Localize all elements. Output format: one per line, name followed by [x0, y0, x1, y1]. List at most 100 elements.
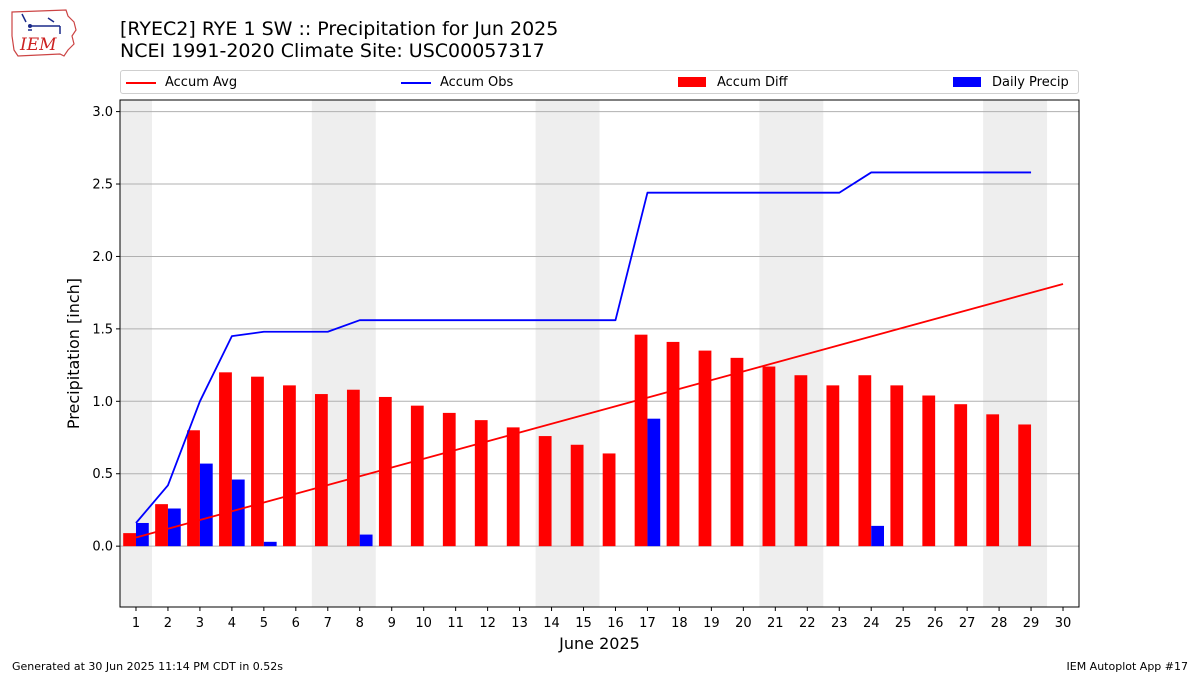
legend-label-accum-avg: Accum Avg — [165, 75, 238, 90]
accum-diff-bar — [346, 389, 360, 547]
y-tick-label: 1.5 — [92, 322, 113, 337]
x-tick-label: 16 — [607, 616, 624, 631]
x-tick-label: 30 — [1055, 616, 1072, 631]
accum-diff-bar — [698, 350, 712, 547]
axis-layer: 0.00.51.01.52.02.53.01 2 3 4 5 6 7 8 9 10 11 12 13 14… — [92, 105, 1071, 631]
accum-diff-bar — [826, 385, 840, 547]
legend-label-accum-diff: Accum Diff — [717, 75, 788, 90]
x-tick-label: 20 — [735, 616, 752, 631]
accum-diff-bar — [922, 395, 936, 547]
bar-layer — [123, 334, 1032, 547]
accum-diff-bar — [570, 444, 584, 547]
x-tick-label: 28 — [991, 616, 1008, 631]
x-tick-label: 9 — [388, 616, 396, 631]
accum-diff-bar — [314, 394, 328, 547]
daily-precip-bar — [199, 463, 213, 547]
x-tick-label: 10 — [415, 616, 432, 631]
x-tick-label: 1 — [132, 616, 140, 631]
accum-diff-bar — [219, 372, 232, 547]
x-tick-label: 12 — [479, 616, 496, 631]
x-tick-label: 21 — [767, 616, 784, 631]
y-tick-label: 2.5 — [92, 178, 113, 193]
accum-diff-bar — [538, 436, 552, 547]
legend-swatch-daily-precip — [953, 77, 981, 87]
x-tick-label: 22 — [799, 616, 816, 631]
y-tick-label: 0.5 — [92, 467, 113, 482]
logo-text: IEM — [19, 35, 57, 55]
daily-precip-bar — [231, 479, 245, 547]
legend-swatch-accum-diff — [678, 77, 706, 87]
accum-diff-bar — [378, 396, 392, 547]
grid-layer — [120, 111, 1079, 547]
daily-precip-bar — [263, 541, 277, 547]
x-tick-label: 26 — [927, 616, 944, 631]
accum-diff-bar — [730, 357, 744, 547]
x-tick-label: 11 — [447, 616, 464, 631]
accum-diff-bar — [794, 375, 808, 547]
accum-diff-bar — [890, 385, 904, 547]
accum-diff-bar — [251, 376, 264, 547]
x-tick-label: 19 — [703, 616, 720, 631]
legend-swatch-accum-avg — [126, 82, 156, 84]
daily-precip-bar — [871, 525, 885, 547]
x-tick-label: 2 — [164, 616, 172, 631]
legend-swatch-accum-obs — [401, 82, 431, 84]
x-tick-label: 6 — [292, 616, 300, 631]
daily-precip-bar — [647, 418, 661, 547]
accum-diff-bar — [187, 430, 200, 547]
x-tick-label: 23 — [831, 616, 848, 631]
x-tick-label: 27 — [959, 616, 976, 631]
x-tick-label: 18 — [671, 616, 688, 631]
legend-label-accum-obs: Accum Obs — [440, 75, 514, 90]
weekend-shade — [759, 100, 824, 607]
daily-precip-bar — [167, 508, 181, 547]
accum-diff-bar — [474, 420, 488, 547]
weekend-shading-layer — [120, 100, 1048, 607]
accum-diff-bar — [666, 341, 680, 547]
x-tick-label: 29 — [1023, 616, 1040, 631]
accum-diff-bar — [283, 385, 296, 547]
plot-frame — [119, 99, 1080, 608]
footer-generated-text: Generated at 30 Jun 2025 11:14 PM CDT in… — [12, 660, 284, 673]
x-tick-label: 15 — [575, 616, 592, 631]
x-tick-label: 4 — [228, 616, 236, 631]
x-tick-label: 13 — [511, 616, 528, 631]
accum-diff-bar — [986, 414, 1000, 547]
accum-diff-bar — [123, 533, 136, 547]
accum-diff-bar — [762, 366, 776, 547]
logo-dot — [28, 24, 32, 28]
footer-app-text: IEM Autoplot App #17 — [1066, 660, 1189, 673]
daily-precip-bar — [135, 522, 149, 547]
logo-state-outline — [11, 9, 77, 57]
accum-obs-line — [135, 171, 1032, 524]
chart-title: [RYEC2] RYE 1 SW :: Precipitation for Ju… — [120, 18, 559, 40]
weekend-shade — [120, 100, 152, 607]
y-axis-label: Precipitation [inch] — [64, 278, 83, 429]
chart-subtitle: NCEI 1991-2020 Climate Site: USC00057317 — [120, 40, 545, 62]
y-tick-label: 1.0 — [92, 395, 113, 410]
accum-diff-bar — [410, 405, 424, 547]
chart-title-block: [RYEC2] RYE 1 SW :: Precipitation for Ju… — [120, 18, 558, 62]
x-tick-label: 7 — [324, 616, 332, 631]
accum-diff-bar — [858, 375, 872, 547]
x-tick-label: 24 — [863, 616, 880, 631]
x-tick-label: 14 — [543, 616, 560, 631]
x-tick-label: 8 — [356, 616, 364, 631]
accum-diff-bar — [634, 334, 648, 547]
accum-diff-bar — [506, 427, 520, 547]
x-tick-label: 17 — [639, 616, 656, 631]
daily-precip-bar — [359, 534, 373, 547]
accum-avg-line — [135, 283, 1064, 539]
weekend-shade — [535, 100, 600, 607]
weekend-shade — [311, 100, 376, 607]
x-axis-label: June 2025 — [558, 634, 640, 653]
iem-logo: IEM — [11, 9, 77, 57]
y-tick-label: 2.0 — [92, 250, 113, 265]
legend-label-daily-precip: Daily Precip — [992, 75, 1069, 90]
x-tick-label: 5 — [260, 616, 268, 631]
y-tick-label: 3.0 — [92, 105, 113, 120]
y-tick-label: 0.0 — [92, 540, 113, 555]
chart-legend: Accum Avg Accum Obs Accum Diff Daily Pre… — [120, 70, 1079, 94]
x-tick-label: 25 — [895, 616, 912, 631]
accum-diff-bar — [954, 404, 968, 547]
